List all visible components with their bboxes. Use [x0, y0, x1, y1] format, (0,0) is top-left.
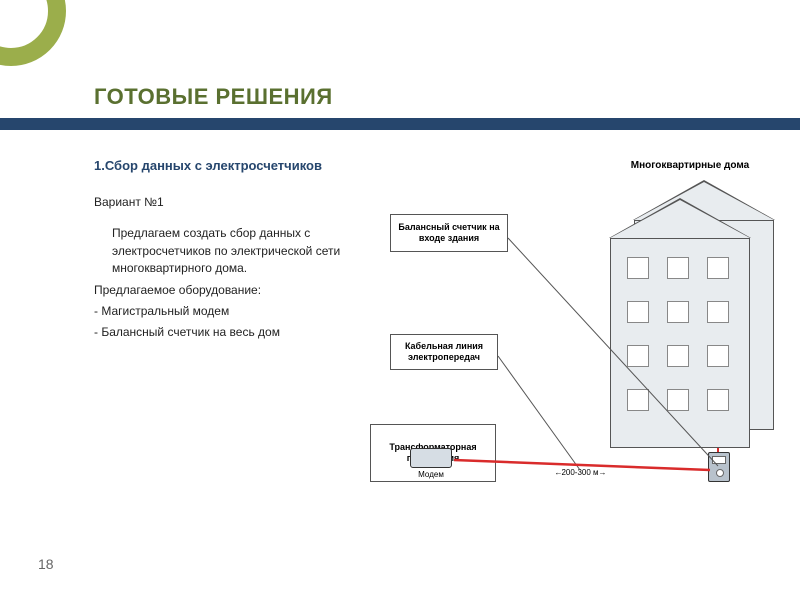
section-subtitle: 1.Сбор данных с электросчетчиков	[94, 158, 322, 173]
building-front	[610, 238, 750, 448]
page-title: ГОТОВЫЕ РЕШЕНИЯ	[94, 84, 333, 110]
balance-meter-box: Балансный счетчик на входе здания	[390, 214, 508, 252]
body-text: Вариант №1 Предлагаем создать сбор данны…	[94, 194, 354, 346]
equip-item-1: - Магистральный модем	[94, 303, 354, 320]
equip-label: Предлагаемое оборудование:	[94, 282, 354, 299]
roof-front-fill	[610, 200, 750, 238]
modem-icon	[410, 448, 452, 468]
page-number: 18	[38, 556, 54, 572]
variant-label: Вариант №1	[94, 194, 354, 211]
houses-label: Многоквартирные дома	[610, 160, 770, 171]
title-underline	[0, 118, 800, 130]
body-para: Предлагаем создать сбор данных с электро…	[94, 225, 354, 277]
cable-line-box: Кабельная линия электропередач	[390, 334, 498, 370]
distance-label: ←200-300 м→	[540, 468, 620, 477]
diagram: Многоквартирные дома Балансный счетчик	[360, 160, 780, 540]
corner-circle	[0, 0, 66, 66]
equip-item-2: - Балансный счетчик на весь дом	[94, 324, 354, 341]
modem-label: Модем	[406, 470, 456, 479]
meter-icon	[708, 452, 730, 482]
